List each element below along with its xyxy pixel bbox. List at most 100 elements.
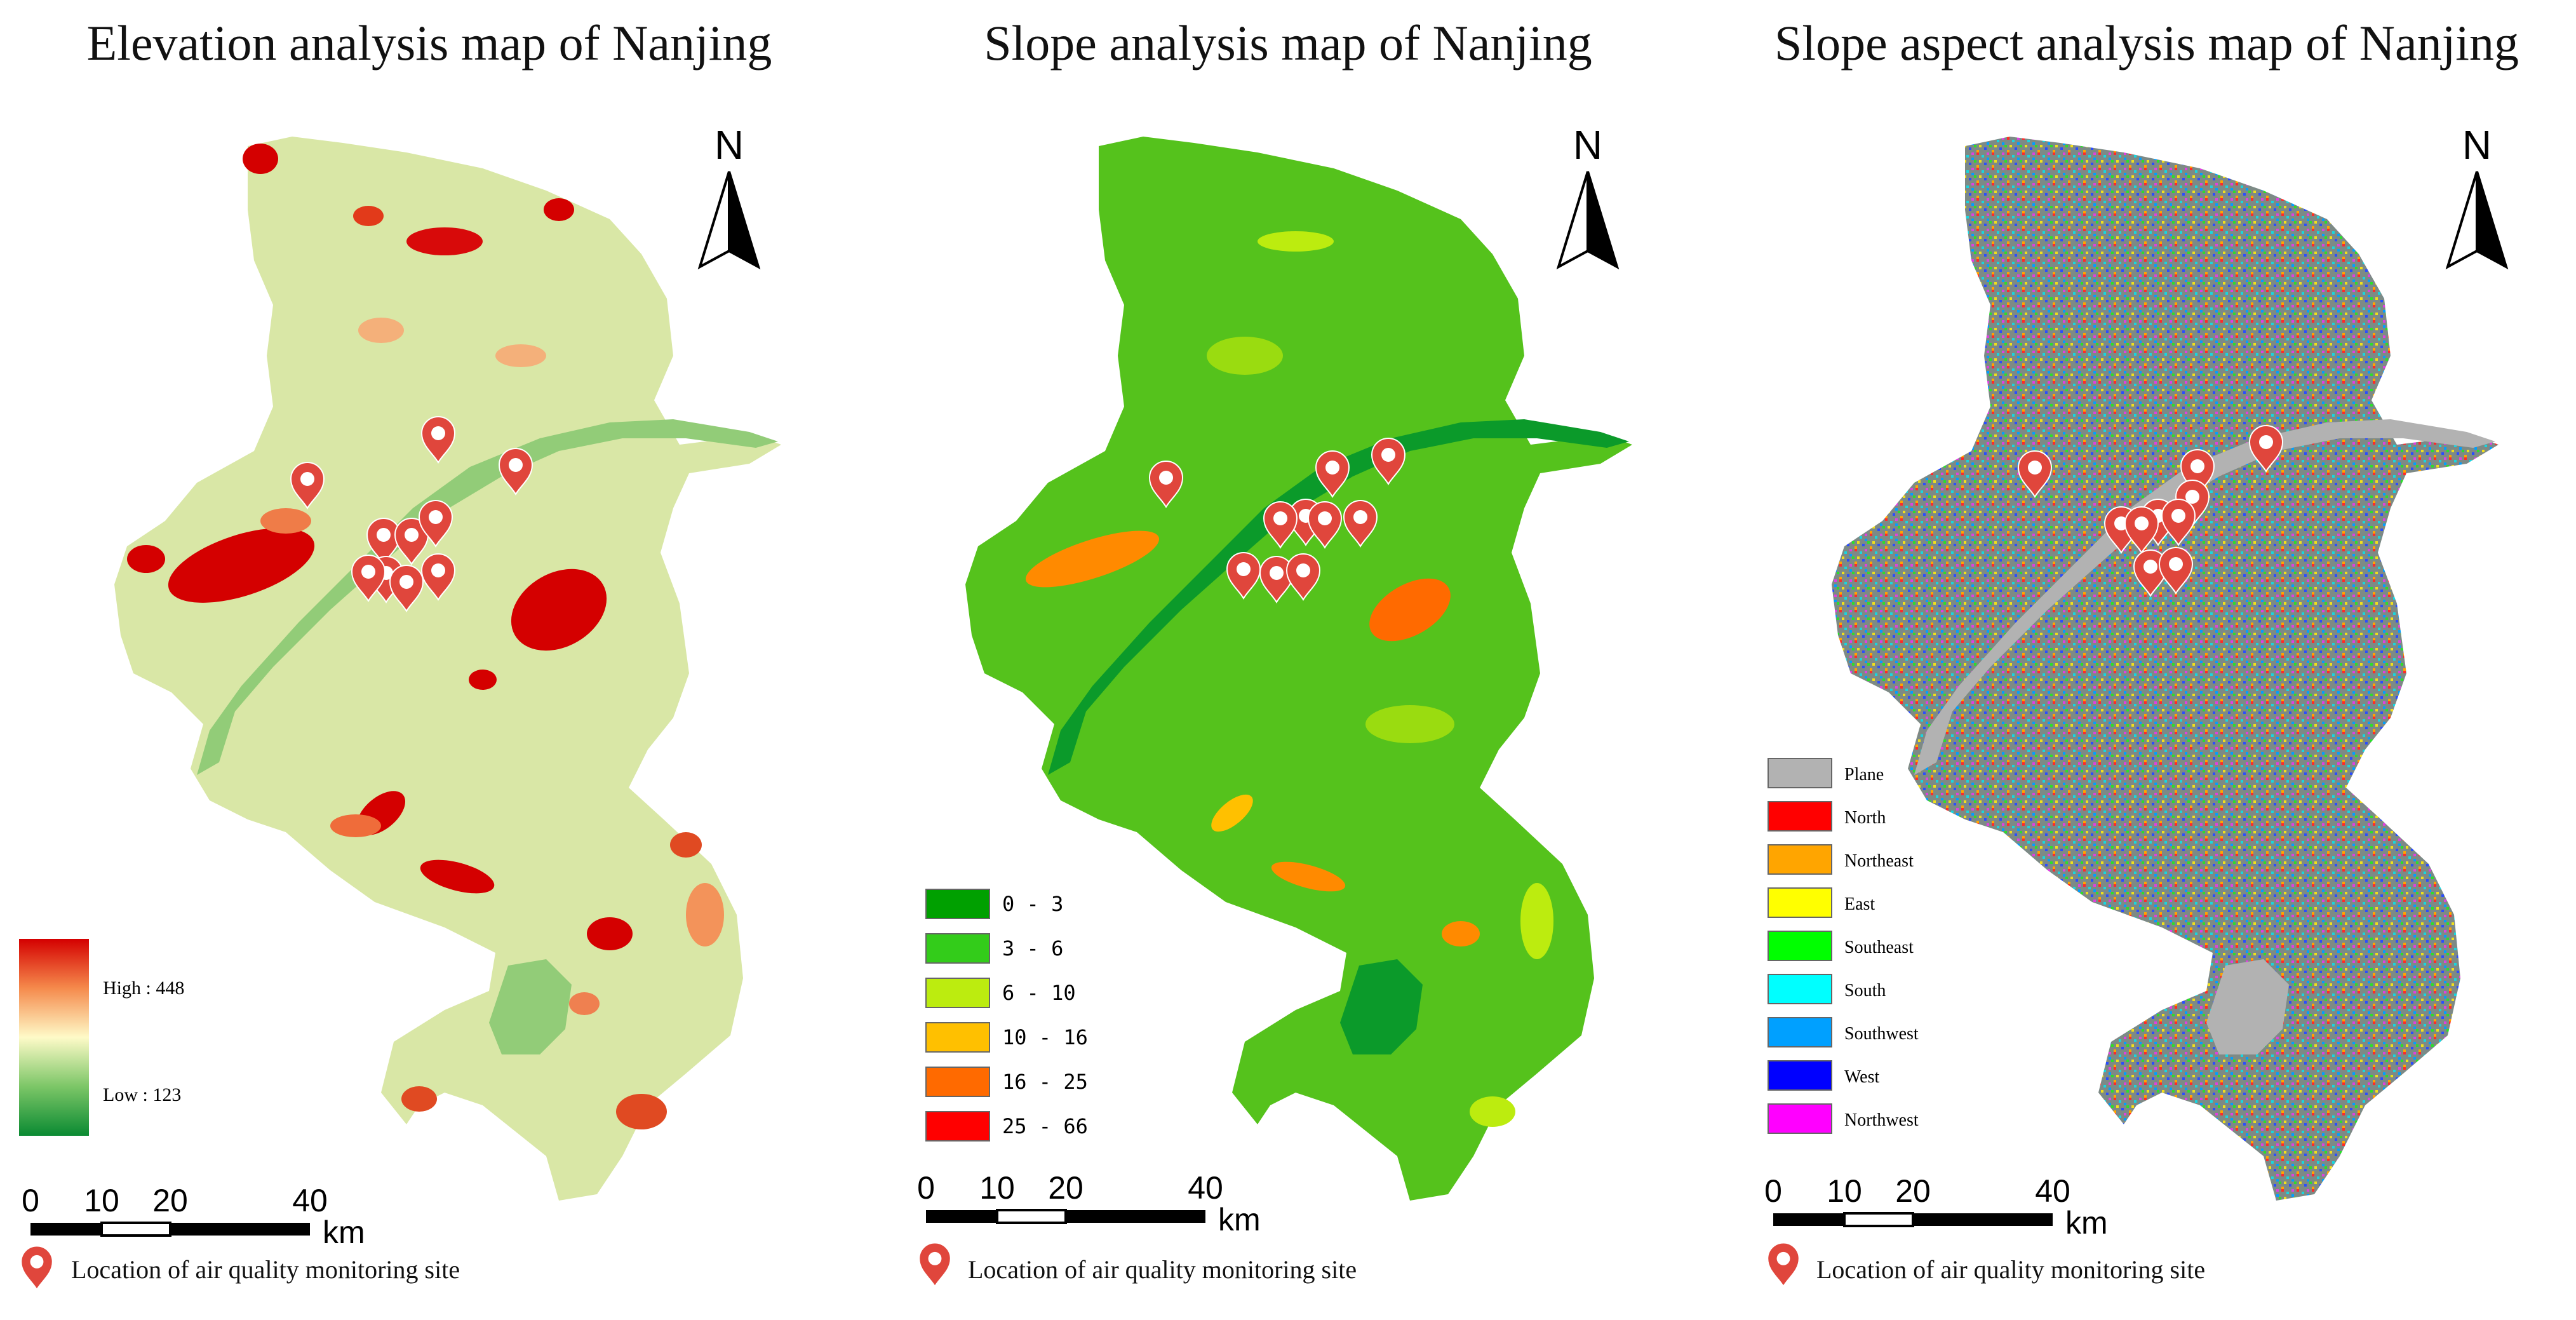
legend-label: East (1844, 894, 1875, 914)
map-title: Elevation analysis map of Nanjing (86, 15, 772, 71)
legend-swatch (925, 978, 990, 1008)
highland (544, 198, 574, 221)
highland (353, 206, 384, 226)
site-legend-label: Location of air quality monitoring site (968, 1255, 1357, 1284)
pin-hole (1159, 471, 1173, 485)
scale-bar: 0 10 20 40 km (1764, 1173, 2108, 1241)
legend-swatch (1768, 801, 1832, 832)
highland (260, 508, 311, 534)
scale-seg-3 (1913, 1213, 2053, 1226)
pin-hole (377, 528, 391, 542)
slope-map-panel: Slope analysis map of Nanjing N (859, 0, 1717, 1320)
scale-tick-10: 10 (1827, 1173, 1862, 1209)
legend-label: 0 - 3 (1002, 892, 1063, 916)
legend-label: Northeast (1844, 851, 1914, 871)
steep-zone (1211, 794, 1253, 832)
highland (406, 227, 483, 255)
scale-seg-3 (1066, 1210, 1205, 1223)
monitoring-site-marker (1767, 1242, 1800, 1288)
scale-tick-40: 40 (292, 1183, 328, 1218)
north-arrow-right (2476, 171, 2509, 270)
north-arrow-right (1587, 171, 1620, 270)
pin-hole (928, 1251, 942, 1265)
north-arrow-left (1556, 171, 1589, 270)
aspect-legend: Plane North Northeast East Southeast South Sou… (1768, 758, 1919, 1134)
scale-bar: 0 10 20 40 km (917, 1170, 1261, 1237)
legend-label: Southwest (1844, 1024, 1919, 1044)
legend-low-label: Low : 123 (103, 1084, 181, 1105)
north-arrow: N (697, 122, 761, 270)
pin-hole (30, 1255, 44, 1269)
pin-hole (431, 426, 445, 440)
highland (420, 859, 495, 894)
region-outline (114, 137, 781, 1201)
highland (358, 318, 404, 343)
legend-label: 6 - 10 (1002, 981, 1076, 1005)
steep-zone (1470, 1096, 1515, 1127)
legend-label: North (1844, 808, 1886, 828)
pin-hole (1776, 1251, 1790, 1265)
highland (469, 670, 497, 690)
steep-zone (1365, 705, 1454, 743)
monitoring-site-marker (2017, 450, 2053, 499)
pin-hole (2190, 459, 2204, 473)
highland (330, 814, 381, 837)
scale-tick-20: 20 (152, 1183, 188, 1218)
aspect-map-svg: N Plane North Northeast East Southeast South S… (1764, 122, 2509, 1288)
monitoring-site-marker (1371, 438, 1406, 486)
monitoring-site-marker (1307, 501, 1343, 549)
legend-swatch (1768, 974, 1832, 1004)
pin-hole (1353, 510, 1367, 524)
steep-zone (1520, 883, 1553, 959)
scale-tick-10: 10 (979, 1170, 1015, 1206)
pin-hole (1325, 461, 1339, 475)
legend-swatch (1768, 844, 1832, 875)
legend-label: Southeast (1844, 938, 1914, 957)
steep-zone (1025, 530, 1160, 588)
highland (587, 917, 633, 950)
site-legend-label: Location of air quality monitoring site (71, 1255, 460, 1284)
scale-bar: 0 10 20 40 km (22, 1183, 365, 1250)
north-arrow: N (2445, 122, 2509, 270)
monitoring-site-marker (2248, 425, 2284, 473)
highland (686, 883, 724, 946)
monitoring-site-marker (1148, 461, 1184, 509)
north-arrow: N (1556, 122, 1620, 270)
highland (401, 1086, 437, 1112)
monitoring-sites (290, 416, 533, 613)
scale-seg-2 (996, 1209, 1067, 1224)
site-legend-marker (20, 1245, 53, 1291)
scale-unit: km (2065, 1205, 2108, 1241)
highland (243, 144, 278, 174)
pin-hole (1318, 511, 1332, 525)
pin-hole (2259, 435, 2273, 449)
monitoring-site-marker (2124, 506, 2159, 555)
monitoring-site-marker (290, 462, 325, 510)
elevation-gradient-bar (19, 939, 89, 1136)
steep-zone (1271, 861, 1346, 892)
highland (616, 1094, 667, 1129)
steep-zone (1258, 231, 1334, 252)
shijiu-lake (2206, 959, 2289, 1054)
monitoring-site-marker (2161, 499, 2196, 547)
pin-hole (1296, 563, 1310, 577)
legend-label: South (1844, 981, 1886, 1000)
highland (127, 545, 165, 573)
highland (168, 528, 315, 603)
slope-steep-zones (1025, 231, 1553, 1127)
legend-swatch (1768, 887, 1832, 918)
highland (670, 832, 702, 858)
pin-hole (2143, 560, 2157, 574)
region-outline (1832, 137, 2499, 1201)
monitoring-site-marker (1315, 450, 1350, 499)
scale-tick-20: 20 (1048, 1170, 1083, 1206)
pin-hole (2169, 557, 2183, 571)
scale-seg-3 (170, 1223, 310, 1236)
pin-hole (1270, 566, 1284, 580)
site-legend-label: Location of air quality monitoring site (1816, 1255, 2206, 1284)
north-arrow-right (728, 171, 761, 270)
north-label: N (714, 122, 744, 168)
monitoring-site-marker (418, 500, 453, 548)
map-title: Slope aspect analysis map of Nanjing (1774, 15, 2519, 71)
